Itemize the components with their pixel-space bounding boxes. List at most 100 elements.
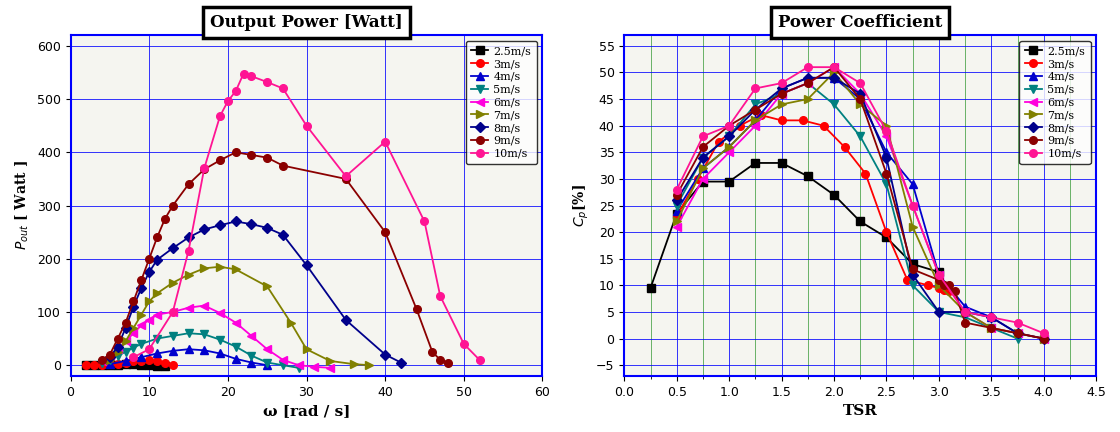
9m/s: [441, 360, 455, 365]
9m/s: [937, 283, 951, 288]
9m/s: [410, 307, 423, 312]
7m/s: [111, 349, 124, 355]
3m/s: [900, 277, 914, 283]
5m/s: [181, 330, 195, 336]
10m/s: [197, 166, 211, 171]
Line: 9m/s: 9m/s: [99, 149, 451, 366]
9m/s: [261, 155, 274, 160]
9m/s: [670, 192, 683, 197]
Line: 9m/s: 9m/s: [673, 64, 1047, 343]
7m/s: [197, 266, 211, 271]
9m/s: [1011, 330, 1025, 336]
Line: 4m/s: 4m/s: [673, 74, 1021, 337]
5m/s: [748, 102, 762, 107]
6m/s: [127, 330, 140, 336]
7m/s: [775, 102, 788, 107]
8m/s: [670, 197, 683, 203]
8m/s: [103, 355, 116, 360]
10m/s: [379, 139, 392, 144]
10m/s: [433, 293, 447, 299]
Legend: 2.5m/s, 3m/s, 4m/s, 5m/s, 6m/s, 7m/s, 8m/s, 9m/s, 10m/s: 2.5m/s, 3m/s, 4m/s, 5m/s, 6m/s, 7m/s, 8m…: [466, 41, 536, 164]
10m/s: [906, 203, 920, 208]
4m/s: [801, 75, 814, 80]
10m/s: [181, 248, 195, 253]
3m/s: [937, 287, 951, 292]
8m/s: [150, 257, 164, 262]
5m/s: [722, 134, 736, 139]
2.5m/s: [134, 362, 148, 367]
5m/s: [245, 353, 259, 358]
9m/s: [433, 357, 447, 362]
6m/s: [213, 311, 226, 316]
X-axis label: ω [rad / s]: ω [rad / s]: [263, 404, 351, 418]
10m/s: [1011, 320, 1025, 325]
5m/s: [150, 336, 164, 341]
9m/s: [959, 320, 972, 325]
10m/s: [245, 73, 259, 79]
10m/s: [166, 309, 179, 314]
Line: 3m/s: 3m/s: [673, 111, 953, 295]
8m/s: [801, 75, 814, 80]
7m/s: [906, 224, 920, 229]
7m/s: [324, 358, 337, 363]
7m/s: [261, 284, 274, 289]
Line: 10m/s: 10m/s: [130, 70, 484, 364]
9m/s: [801, 80, 814, 86]
Line: 10m/s: 10m/s: [673, 64, 1047, 337]
Y-axis label: $P_{out}$ [ Watt ]: $P_{out}$ [ Watt ]: [13, 161, 31, 251]
3m/s: [166, 362, 179, 368]
Line: 7m/s: 7m/s: [673, 69, 1047, 343]
3m/s: [796, 118, 810, 123]
3m/s: [150, 358, 164, 363]
7m/s: [213, 264, 226, 269]
4m/s: [697, 166, 710, 171]
8m/s: [197, 227, 211, 232]
4m/s: [197, 348, 211, 353]
2.5m/s: [906, 261, 920, 267]
6m/s: [95, 358, 109, 363]
10m/s: [722, 123, 736, 128]
9m/s: [277, 163, 290, 168]
10m/s: [457, 341, 470, 346]
10m/s: [748, 86, 762, 91]
10m/s: [213, 114, 226, 119]
Y-axis label: $C_p$[%]: $C_p$[%]: [571, 184, 590, 227]
8m/s: [394, 360, 408, 365]
9m/s: [748, 107, 762, 112]
3m/s: [158, 360, 171, 365]
Line: 2.5m/s: 2.5m/s: [83, 360, 169, 370]
3m/s: [922, 283, 935, 288]
10m/s: [127, 355, 140, 360]
8m/s: [697, 155, 710, 160]
8m/s: [379, 352, 392, 357]
2.5m/s: [697, 179, 710, 184]
9m/s: [775, 91, 788, 96]
3m/s: [712, 139, 726, 144]
8m/s: [1037, 336, 1051, 341]
7m/s: [1037, 336, 1051, 341]
3m/s: [80, 362, 93, 368]
9m/s: [127, 299, 140, 304]
9m/s: [103, 352, 116, 357]
9m/s: [150, 235, 164, 240]
4m/s: [959, 304, 972, 309]
7m/s: [828, 70, 841, 75]
4m/s: [103, 362, 116, 367]
3m/s: [670, 213, 683, 219]
X-axis label: TSR: TSR: [842, 404, 878, 418]
7m/s: [103, 357, 116, 362]
2.5m/s: [879, 235, 893, 240]
3m/s: [816, 123, 830, 128]
3m/s: [943, 288, 956, 293]
4m/s: [853, 96, 867, 102]
2.5m/s: [644, 286, 657, 291]
Line: 8m/s: 8m/s: [673, 74, 1047, 343]
5m/s: [697, 155, 710, 160]
3m/s: [838, 144, 851, 149]
9m/s: [158, 216, 171, 222]
4m/s: [748, 118, 762, 123]
7m/s: [347, 362, 361, 367]
8m/s: [277, 232, 290, 238]
Line: 4m/s: 4m/s: [106, 346, 271, 369]
2.5m/s: [801, 174, 814, 179]
